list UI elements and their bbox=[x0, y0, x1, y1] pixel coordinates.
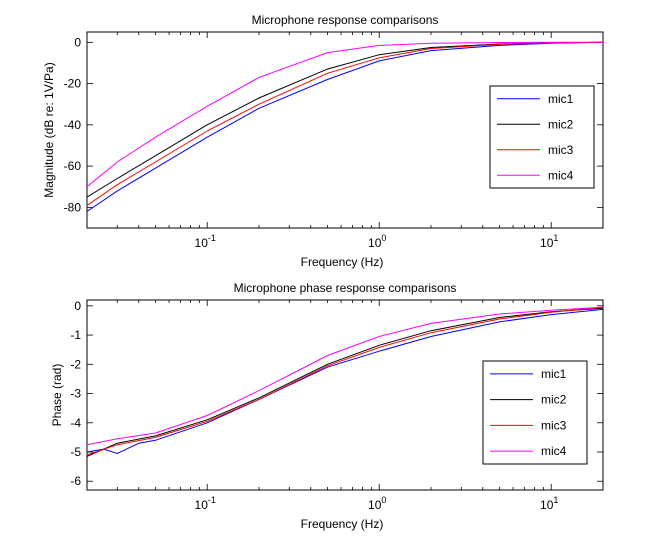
y-axis-label: Magnitude (dB re: 1V/Pa) bbox=[42, 62, 56, 197]
y-tick-label: -80 bbox=[64, 200, 82, 214]
legend-label-mic1: mic1 bbox=[541, 367, 567, 381]
legend-box bbox=[482, 360, 588, 465]
y-tick-label: -6 bbox=[70, 474, 81, 488]
x-tick-label: 100 bbox=[368, 495, 386, 512]
legend: mic1 mic2 mic3 mic4 bbox=[489, 85, 595, 189]
chart-1: 10-1 100 101 0 -20 -40 -60 -80 Microphone respon… bbox=[42, 13, 604, 269]
x-tick-label: 101 bbox=[540, 233, 558, 250]
series-line-mic3 bbox=[87, 306, 603, 456]
x-axis-label: Frequency (Hz) bbox=[301, 517, 384, 531]
chart-title: Microphone response comparisons bbox=[252, 13, 439, 27]
series-line-mic4 bbox=[87, 41, 603, 188]
y-tick-label: -40 bbox=[64, 118, 82, 132]
y-tick-label: -60 bbox=[64, 159, 82, 173]
series-line-mic3 bbox=[87, 41, 603, 206]
legend: mic1 mic2 mic3 mic4 bbox=[482, 360, 588, 465]
y-axis-label: Phase (rad) bbox=[50, 364, 64, 427]
chart-title: Microphone phase response comparisons bbox=[234, 281, 457, 295]
legend-label-mic3: mic3 bbox=[548, 143, 574, 157]
y-tick-label: 0 bbox=[74, 35, 81, 49]
y-tick-label: 0 bbox=[74, 299, 81, 313]
y-tick-label: -5 bbox=[70, 445, 81, 459]
x-tick-label: 10-1 bbox=[195, 495, 216, 512]
series-line-mic1 bbox=[87, 41, 603, 212]
legend-label-mic2: mic2 bbox=[548, 117, 574, 131]
x-tick-label: 100 bbox=[368, 233, 386, 250]
y-tick-label: -2 bbox=[70, 357, 81, 371]
legend-label-mic4: mic4 bbox=[541, 444, 567, 458]
chart-2: 10-1 100 101 0 -1 -2 -3 -4 -5 -6 Microphone phase … bbox=[50, 281, 604, 531]
x-axis-label: Frequency (Hz) bbox=[301, 255, 384, 269]
y-tick-label: -4 bbox=[70, 416, 81, 430]
x-minor-ticks bbox=[86, 300, 604, 490]
y-tick-label: -1 bbox=[70, 328, 81, 342]
x-minor-ticks bbox=[86, 32, 604, 228]
series-line-mic2 bbox=[87, 307, 603, 457]
legend-label-mic4: mic4 bbox=[548, 168, 574, 182]
legend-label-mic2: mic2 bbox=[541, 393, 567, 407]
legend-label-mic1: mic1 bbox=[548, 92, 574, 106]
x-tick-label: 101 bbox=[540, 495, 558, 512]
y-tick-label: -3 bbox=[70, 387, 81, 401]
x-tick-label: 10-1 bbox=[195, 233, 216, 250]
y-tick-label: -20 bbox=[64, 77, 82, 91]
legend-label-mic3: mic3 bbox=[541, 418, 567, 432]
legend-box bbox=[489, 85, 595, 189]
series-line-mic4 bbox=[87, 306, 603, 446]
